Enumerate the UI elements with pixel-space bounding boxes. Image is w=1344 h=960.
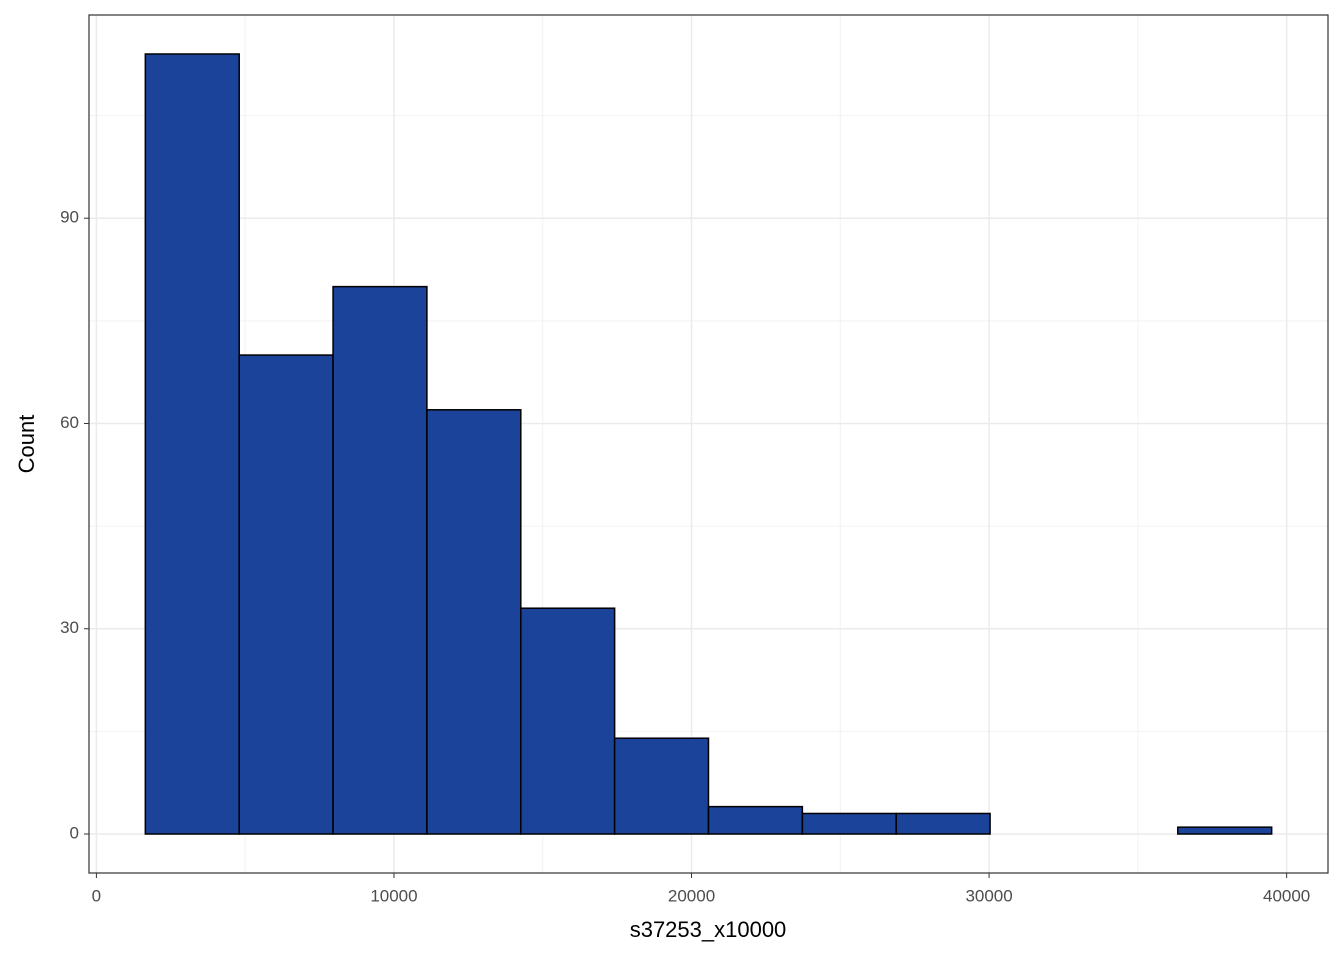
x-tick-label: 10000 <box>370 886 417 905</box>
bar <box>520 607 616 835</box>
y-tick-label: 0 <box>70 823 79 842</box>
bar <box>707 805 804 835</box>
y-tick-label: 60 <box>60 413 79 432</box>
x-tick-label: 20000 <box>668 886 715 905</box>
x-tick-label: 0 <box>92 886 101 905</box>
bar <box>332 285 428 835</box>
y-tick-label: 30 <box>60 618 79 637</box>
y-axis-title: Count <box>14 415 39 474</box>
bar <box>238 354 334 835</box>
y-tick-label: 90 <box>60 208 79 227</box>
bar <box>801 812 897 835</box>
panel-border <box>88 14 1329 874</box>
bar <box>144 53 240 835</box>
bar <box>426 409 522 835</box>
x-tick-label: 30000 <box>965 886 1012 905</box>
x-axis-title: s37253_x10000 <box>630 917 787 942</box>
bar <box>1177 826 1273 835</box>
x-tick-label: 40000 <box>1263 886 1310 905</box>
bar <box>895 812 991 835</box>
bar <box>613 737 710 835</box>
